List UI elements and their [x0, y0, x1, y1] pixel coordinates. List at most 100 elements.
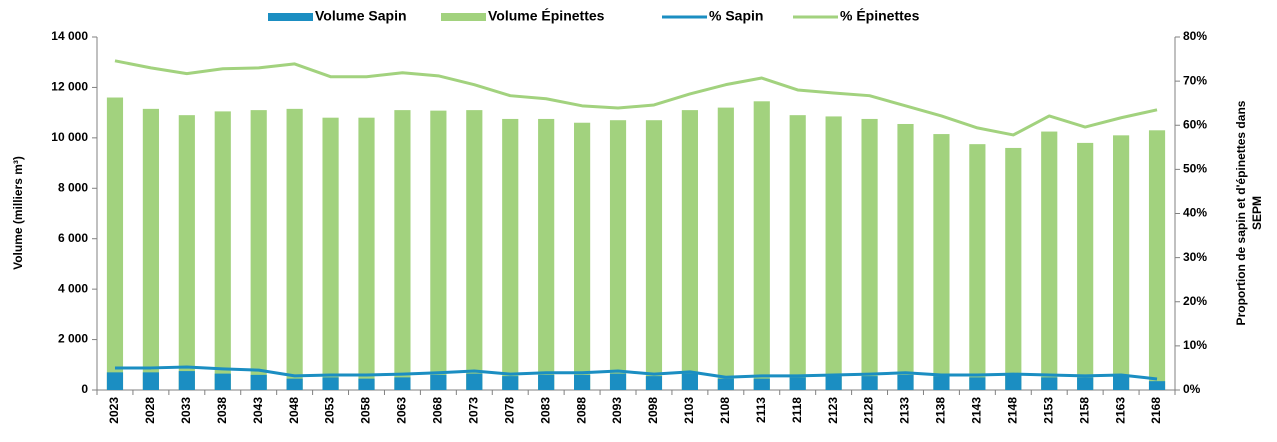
- legend-label: % Sapin: [709, 8, 763, 24]
- x-tick-label: 2048: [287, 397, 301, 424]
- bar: [214, 111, 231, 390]
- bar: [897, 374, 914, 390]
- legend-swatch: [441, 13, 486, 21]
- line: [114, 365, 1158, 381]
- bar: [574, 374, 591, 390]
- bar: [1113, 135, 1130, 390]
- bar: [538, 374, 555, 390]
- bar: [789, 115, 806, 391]
- line: [114, 59, 1158, 137]
- bar: [933, 134, 950, 390]
- bar: [825, 376, 842, 390]
- bar: [466, 110, 483, 390]
- bar: [106, 97, 124, 390]
- x-tick-label: 2153: [1041, 397, 1055, 424]
- x-tick-label: 2128: [862, 397, 876, 424]
- y2-tick-label: 30%: [1183, 250, 1207, 264]
- y2-tick-label: 10%: [1183, 338, 1207, 352]
- x-tick-label: 2073: [466, 397, 480, 424]
- bar: [969, 377, 986, 390]
- y2-axis-title: Proportion de sapin et d'épinettes dans: [1234, 100, 1248, 325]
- bar: [502, 118, 519, 391]
- x-tick-label: 2103: [682, 397, 696, 424]
- y-tick-label: 10 000: [51, 130, 88, 144]
- bar: [358, 378, 375, 390]
- bar: [250, 110, 267, 390]
- bar: [394, 110, 411, 390]
- y-tick-label: 12 000: [51, 80, 88, 94]
- x-tick-label: 2043: [251, 397, 265, 424]
- y2-tick-label: 20%: [1183, 294, 1207, 308]
- y-tick-label: 6 000: [58, 231, 88, 245]
- bar: [502, 376, 519, 390]
- bar: [178, 115, 195, 391]
- x-tick-label: 2138: [934, 397, 948, 424]
- x-tick-label: 2028: [143, 397, 157, 424]
- bar: [1005, 147, 1022, 390]
- bar: [645, 376, 663, 390]
- y-tick-label: 8 000: [58, 180, 88, 194]
- bar: [142, 108, 159, 390]
- x-tick-label: 2093: [610, 397, 624, 424]
- x-tick-label: 2148: [1005, 397, 1019, 424]
- bar: [897, 123, 914, 390]
- y2-tick-label: 0%: [1183, 382, 1201, 396]
- bar: [1041, 377, 1058, 390]
- x-tick-label: 2098: [646, 397, 660, 424]
- x-tick-label: 2038: [215, 397, 229, 424]
- bar: [1077, 377, 1094, 390]
- bar: [933, 376, 950, 390]
- bar: [1113, 376, 1130, 390]
- bar: [430, 110, 447, 390]
- bar: [753, 378, 770, 390]
- bar: [1005, 374, 1022, 390]
- bar: [430, 374, 447, 390]
- bar: [1041, 131, 1058, 390]
- y-tick-label: 2 000: [58, 332, 88, 346]
- bar: [466, 373, 483, 390]
- bar: [609, 120, 627, 390]
- x-tick-label: 2083: [538, 397, 552, 424]
- bar: [1077, 142, 1094, 390]
- y2-tick-label: 80%: [1183, 29, 1207, 43]
- bar: [645, 120, 663, 390]
- bar: [1148, 381, 1166, 390]
- x-tick-label: 2143: [970, 397, 984, 424]
- bar: [286, 108, 303, 390]
- bar: [142, 372, 159, 390]
- bar: [609, 373, 627, 390]
- y-axis-title: Volume (milliers m³): [11, 156, 25, 270]
- y2-tick-label: 50%: [1183, 162, 1207, 176]
- bar: [969, 144, 986, 390]
- x-tick-label: 2063: [395, 397, 409, 424]
- x-tick-label: 2058: [359, 397, 373, 424]
- bar: [753, 101, 770, 391]
- bar: [681, 373, 698, 390]
- x-tick-label: 2168: [1149, 397, 1163, 424]
- bar: [717, 378, 734, 390]
- y-tick-label: 14 000: [51, 29, 88, 43]
- bar: [178, 371, 195, 390]
- y2-tick-label: 40%: [1183, 206, 1207, 220]
- bar: [358, 117, 375, 390]
- y2-axis-title: SEPM: [1250, 196, 1264, 230]
- x-tick-label: 2078: [502, 397, 516, 424]
- legend-swatch: [268, 13, 313, 21]
- x-tick-label: 2163: [1113, 397, 1127, 424]
- x-tick-label: 2123: [826, 397, 840, 424]
- bar: [394, 377, 411, 390]
- bar: [538, 118, 555, 391]
- bar: [1148, 130, 1166, 391]
- bar: [322, 377, 339, 390]
- bar: [861, 118, 878, 391]
- y-tick-label: 0: [81, 382, 88, 396]
- bar: [106, 372, 124, 390]
- x-tick-label: 2033: [179, 397, 193, 424]
- bar: [861, 376, 878, 390]
- bar: [789, 377, 806, 390]
- x-tick-label: 2053: [323, 397, 337, 424]
- x-tick-label: 2088: [574, 397, 588, 424]
- x-tick-label: 2113: [754, 397, 768, 423]
- y2-tick-label: 60%: [1183, 117, 1207, 131]
